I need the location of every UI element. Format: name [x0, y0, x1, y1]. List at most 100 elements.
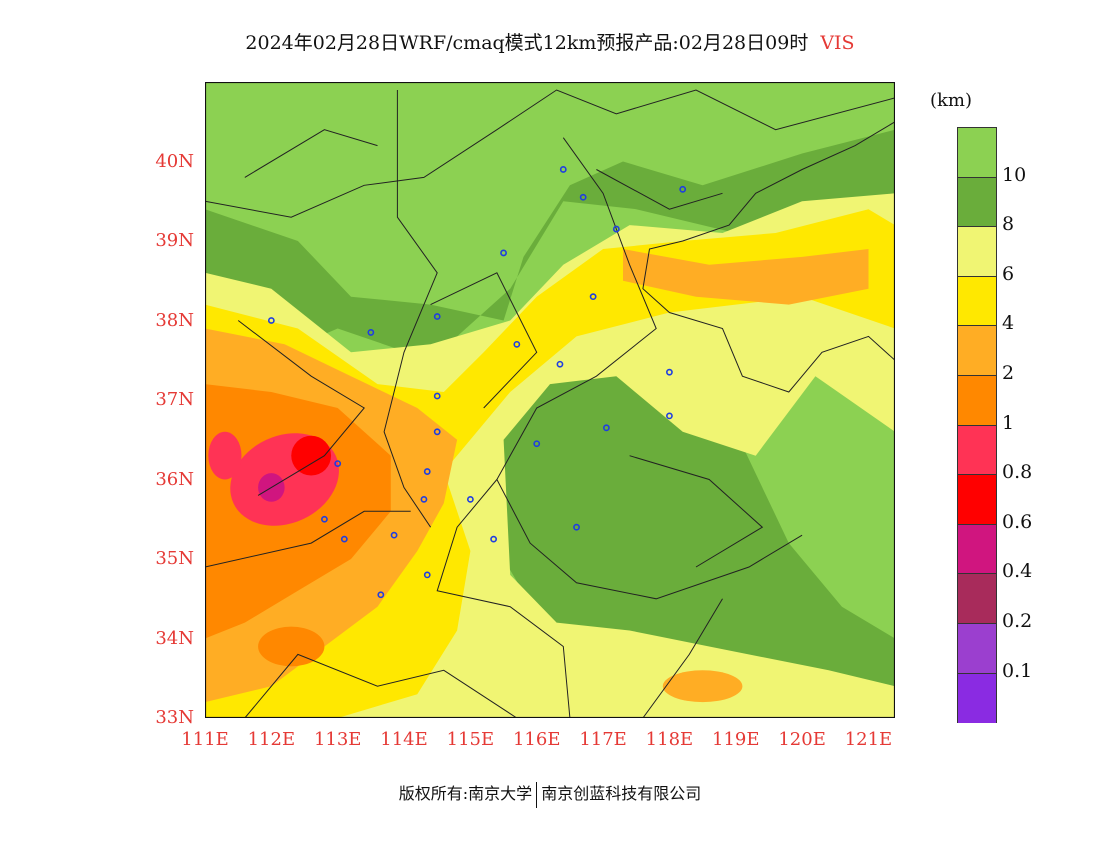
boundary-line-11	[244, 129, 378, 178]
lon-label: 114E	[380, 729, 428, 750]
lon-label: 119E	[712, 729, 760, 750]
boundary-line-3	[436, 479, 571, 719]
station-marker-7	[367, 329, 375, 336]
station-marker-24	[340, 535, 348, 543]
boundary-line-1	[383, 90, 438, 528]
station-marker-9	[513, 340, 521, 348]
colorbar-swatch	[958, 574, 996, 624]
vis-band-2-4-bohai	[623, 249, 869, 305]
lat-label: 36N	[155, 468, 194, 490]
lat-label: 39N	[155, 230, 194, 251]
station-marker-25	[490, 535, 498, 543]
footer-divider	[536, 781, 538, 808]
lat-label: 40N	[155, 150, 194, 172]
footer-company: 南京创蓝科技有限公司	[541, 784, 702, 803]
colorbar-label: 0.1	[1002, 659, 1033, 682]
station-marker-20	[466, 495, 474, 503]
colorbar-label: 0.4	[1002, 560, 1033, 583]
station-marker-4	[500, 249, 507, 257]
colorbar-swatch	[958, 128, 996, 178]
station-marker-1	[679, 185, 687, 193]
station-marker-21	[321, 515, 328, 523]
station-marker-13	[666, 412, 673, 420]
station-marker-27	[377, 591, 385, 599]
boundary-line-2	[496, 137, 803, 600]
station-marker-6	[267, 317, 275, 324]
station-marker-10	[556, 360, 564, 368]
colorbar-label: 0.8	[1002, 461, 1033, 484]
copyright-footer: 版权所有:南京大学 南京创蓝科技有限公司	[0, 780, 1100, 808]
colorbar-swatch	[958, 524, 996, 575]
colorbar-label: 6	[1002, 262, 1015, 285]
lon-label: 118E	[645, 729, 694, 750]
colorbar-swatch	[958, 673, 996, 724]
colorbar-label: 0.6	[1002, 510, 1033, 533]
colorbar-label: 1	[1002, 411, 1015, 434]
station-marker-5	[589, 293, 597, 301]
colorbar-label: 10	[1002, 163, 1027, 186]
footer-copyright: 版权所有:南京大学	[398, 784, 533, 803]
lon-label: 117E	[579, 729, 627, 750]
colorbar-swatch	[958, 276, 996, 327]
lat-label: 38N	[155, 309, 194, 331]
lon-label: 121E	[844, 729, 893, 750]
colorbar-swatch	[958, 375, 996, 426]
vis-band-8-10-central	[477, 328, 895, 695]
lon-label: 115E	[446, 729, 495, 750]
station-marker-12	[433, 392, 441, 400]
lon-label: 120E	[778, 729, 826, 750]
lon-label: 116E	[512, 729, 561, 750]
legend-units: (km)	[930, 90, 973, 111]
station-marker-3	[612, 225, 620, 233]
boundary-line-8	[430, 272, 538, 409]
boundary-line-7	[237, 320, 365, 496]
lon-label: 113E	[313, 729, 362, 750]
boundary-line-9	[596, 169, 723, 210]
station-marker-16	[533, 440, 541, 448]
coastline	[642, 121, 896, 393]
station-marker-0	[559, 166, 567, 173]
colorbar-swatch	[958, 623, 996, 674]
vis-core-0.6-0.8	[291, 435, 332, 476]
map-frame	[204, 81, 896, 719]
lon-label: 112E	[247, 729, 296, 750]
boundary-line-4	[204, 510, 411, 568]
colorbar-swatch	[958, 475, 996, 525]
station-marker-2	[579, 193, 587, 201]
colorbar-swatch	[958, 326, 996, 376]
station-marker-22	[573, 523, 580, 531]
title-main: 2024年02月28日WRF/cmaq模式12km预报产品:02月28日09时	[245, 32, 809, 54]
station-marker-26	[423, 571, 431, 579]
colorbar-label: 0.2	[1002, 610, 1033, 632]
station-marker-15	[433, 428, 441, 436]
boundary-line-0	[204, 89, 896, 218]
vis-patch-2-4-south	[662, 670, 743, 703]
chart-title: 2024年02月28日WRF/cmaq模式12km预报产品:02月28日09时 V…	[0, 28, 1100, 55]
forecast-map	[204, 81, 896, 719]
map-canvas	[204, 81, 896, 719]
colorbar-label: 2	[1002, 362, 1015, 384]
lat-label: 37N	[155, 389, 194, 410]
vis-patch-0.8-1-west	[208, 431, 242, 480]
station-marker-23	[390, 531, 398, 539]
colorbar-swatch	[958, 177, 996, 228]
boundary-line-6	[642, 598, 723, 719]
colorbar-swatch	[958, 227, 996, 277]
boundary-line-5	[244, 653, 518, 719]
station-marker-17	[334, 460, 342, 467]
colorbar-label: 8	[1002, 213, 1015, 236]
lat-label: 33N	[155, 707, 194, 728]
lat-label: 35N	[155, 548, 194, 569]
station-marker-8	[433, 313, 441, 320]
boundary-line-10	[629, 455, 764, 568]
lat-label: 34N	[155, 627, 194, 649]
title-variable: VIS	[820, 32, 855, 54]
vis-patch-1-2-south	[258, 626, 325, 667]
station-marker-14	[602, 424, 610, 432]
station-marker-19	[420, 495, 428, 503]
vis-band-8-10-north	[205, 129, 895, 369]
lon-label: 111E	[181, 729, 229, 750]
colorbar-swatch	[958, 425, 996, 476]
colorbar	[957, 127, 997, 724]
colorbar-label: 4	[1002, 312, 1015, 335]
